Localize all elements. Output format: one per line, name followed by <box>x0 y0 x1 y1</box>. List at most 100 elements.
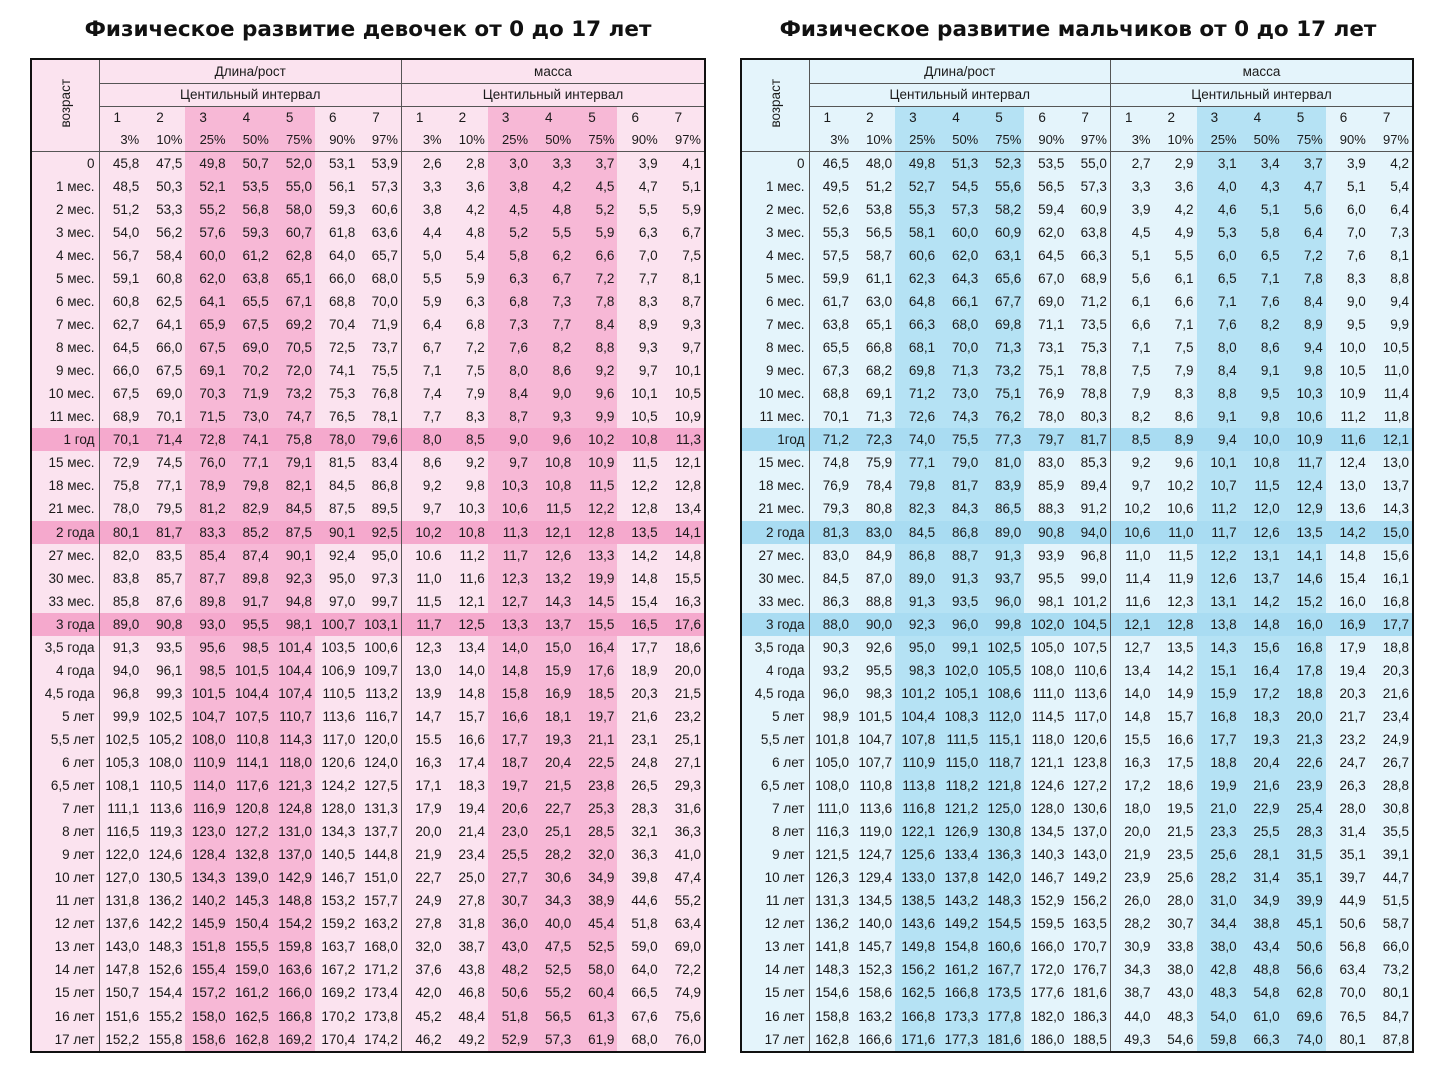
mass-value: 16,6 <box>1153 727 1197 751</box>
mass-value: 15,4 <box>1325 566 1369 590</box>
length-value: 73,0 <box>938 382 982 406</box>
age-column-header: возраст <box>742 60 810 152</box>
mass-value: 31,4 <box>1325 820 1369 844</box>
mass-value: 6,7 <box>531 267 575 291</box>
length-value: 65,9 <box>185 313 229 337</box>
length-value: 92,3 <box>271 566 316 590</box>
length-value: 71,2 <box>895 382 939 406</box>
length-value: 154,8 <box>938 935 982 959</box>
length-value: 137,0 <box>1067 820 1111 844</box>
length-value: 67,0 <box>1024 267 1068 291</box>
mass-value: 10,6 <box>487 497 532 521</box>
length-value: 163,2 <box>358 912 402 936</box>
length-value: 73,0 <box>228 405 272 429</box>
mass-value: 12,2 <box>1196 543 1240 567</box>
mass-value: 13,5 <box>1153 635 1197 659</box>
mass-value: 11,0 <box>400 566 445 590</box>
length-value: 94,0 <box>99 658 143 682</box>
length-value: 82,3 <box>895 497 939 521</box>
length-value: 149,2 <box>1067 866 1111 890</box>
length-value: 83,4 <box>358 451 402 475</box>
mass-value: 17,9 <box>400 797 445 821</box>
length-value: 69,0 <box>142 382 186 406</box>
table-row: 11 мес. 70,1 71,3 72,6 74,3 76,2 78,0 80,3 8,2 8,… <box>742 405 1412 429</box>
mass-value: 3,9 <box>1109 197 1154 221</box>
mass-value: 9,2 <box>1109 451 1154 475</box>
mass-value: 11,7 <box>487 543 532 567</box>
length-value: 172,0 <box>1024 958 1068 982</box>
mass-value: 11,2 <box>1325 405 1369 429</box>
length-value: 81,2 <box>185 497 229 521</box>
length-value: 69,2 <box>271 313 316 337</box>
length-value: 60,9 <box>1067 197 1111 221</box>
mass-value: 39,9 <box>1282 889 1326 913</box>
length-value: 66,0 <box>315 267 359 291</box>
mass-value: 14,8 <box>617 566 661 590</box>
mass-value: 3,6 <box>444 174 488 198</box>
mass-value: 38,8 <box>1239 912 1283 936</box>
length-value: 89,0 <box>895 566 939 590</box>
centile-percent: 75% <box>981 128 1025 152</box>
length-value: 67,5 <box>99 382 143 406</box>
mass-value: 15,6 <box>1239 635 1283 659</box>
mass-value: 45,1 <box>1282 912 1326 936</box>
mass-value: 44,0 <box>1109 1004 1154 1028</box>
table-row: 21 мес. 79,3 80,8 82,3 84,3 86,5 88,3 91,2 10,2 1… <box>742 497 1412 521</box>
length-value: 56,2 <box>142 220 186 244</box>
mass-value: 4,0 <box>1196 174 1240 198</box>
length-value: 75,5 <box>358 359 402 383</box>
length-value: 157,2 <box>185 981 229 1005</box>
length-value: 64,3 <box>938 267 982 291</box>
table-row: 0 46,5 48,0 49,8 51,3 52,3 53,5 55,0 2,7 2,9 3,1 3,… <box>742 151 1412 175</box>
length-value: 55,2 <box>185 197 229 221</box>
mass-value: 20,4 <box>531 750 575 775</box>
age-cell: 5 лет <box>742 704 810 728</box>
length-value: 105,3 <box>99 750 143 775</box>
mass-value: 3,0 <box>487 151 532 175</box>
centile-percent: 50% <box>938 128 982 152</box>
mass-value: 46,2 <box>400 1027 445 1051</box>
centile-index: 2 <box>142 106 186 128</box>
length-value: 116,3 <box>809 820 853 844</box>
length-value: 79,5 <box>142 497 186 521</box>
mass-value: 67,6 <box>617 1004 661 1028</box>
mass-value: 4,5 <box>574 174 618 198</box>
mass-value: 30,7 <box>487 889 532 913</box>
length-value: 104,4 <box>228 681 272 705</box>
length-value: 68,0 <box>358 267 402 291</box>
length-value: 45,8 <box>99 151 143 175</box>
mass-value: 8,8 <box>574 336 618 360</box>
mass-value: 35,5 <box>1368 820 1412 844</box>
mass-value: 17,5 <box>1153 750 1197 775</box>
age-column-header: возраст <box>32 60 100 152</box>
length-value: 85,7 <box>142 566 186 590</box>
mass-value: 27,8 <box>400 912 445 936</box>
length-value: 74,1 <box>228 428 272 452</box>
length-value: 90,3 <box>809 635 853 659</box>
length-value: 119,3 <box>142 820 186 844</box>
length-value: 60,9 <box>981 220 1025 244</box>
length-value: 76,8 <box>358 382 402 406</box>
length-value: 82,1 <box>271 474 316 498</box>
length-value: 149,2 <box>938 912 982 936</box>
length-value: 110,6 <box>1067 658 1111 682</box>
mass-value: 11,8 <box>1368 405 1412 429</box>
length-value: 156,2 <box>1067 889 1111 913</box>
length-value: 118,2 <box>938 774 982 798</box>
mass-value: 19,3 <box>531 727 575 751</box>
length-value: 148,3 <box>981 889 1025 913</box>
mass-value: 34,9 <box>574 866 618 890</box>
mass-value: 8,5 <box>1109 428 1154 452</box>
mass-value: 13,0 <box>400 658 445 682</box>
length-value: 158,8 <box>809 1004 853 1028</box>
length-value: 116,7 <box>358 704 402 728</box>
mass-value: 19,5 <box>1153 797 1197 821</box>
centile-index: 4 <box>228 106 272 128</box>
mass-value: 26,7 <box>1368 750 1412 775</box>
length-value: 66,3 <box>895 313 939 337</box>
mass-value: 23,5 <box>1153 843 1197 867</box>
length-value: 124,6 <box>1024 774 1068 798</box>
mass-value: 16,3 <box>660 589 704 613</box>
mass-value: 20,0 <box>1109 820 1154 844</box>
age-cell: 33 мес. <box>32 589 100 613</box>
